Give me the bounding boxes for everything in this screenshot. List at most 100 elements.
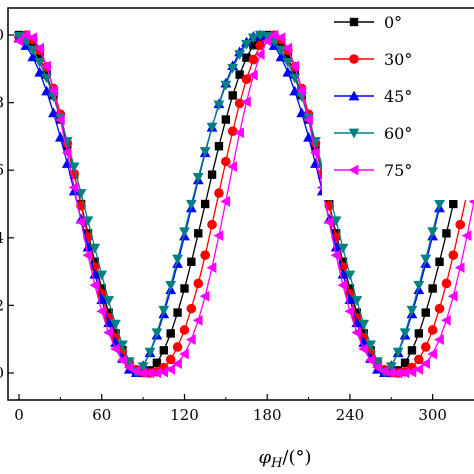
legend-marker (348, 90, 360, 101)
data-point (241, 39, 252, 50)
legend-label: 0° (384, 13, 402, 32)
data-point (151, 328, 163, 339)
data-point (282, 42, 293, 54)
data-point (235, 70, 244, 79)
data-point (261, 35, 272, 47)
legend-label: 60° (384, 124, 412, 143)
data-point (228, 91, 237, 100)
data-point (420, 342, 431, 352)
data-point (117, 354, 127, 366)
data-point (220, 196, 231, 207)
data-point (68, 162, 80, 173)
data-point (227, 63, 239, 74)
plot-frame (7, 7, 474, 401)
data-point (392, 347, 404, 358)
data-point (180, 284, 189, 293)
data-point (365, 354, 375, 366)
data-point (110, 319, 121, 330)
data-point (441, 314, 451, 326)
legend-marker (348, 128, 360, 139)
data-point (227, 126, 238, 137)
data-point (337, 243, 349, 254)
data-point (103, 327, 113, 338)
data-point (165, 354, 176, 365)
plot-border (7, 7, 474, 401)
data-point (165, 280, 177, 291)
data-point (104, 308, 113, 317)
data-point (461, 230, 472, 242)
data-point (454, 262, 465, 274)
data-point (227, 161, 238, 172)
data-point (159, 346, 168, 355)
data-point (185, 199, 197, 210)
data-point (378, 365, 389, 377)
data-point (200, 250, 210, 260)
data-point (221, 115, 231, 124)
data-point (34, 42, 45, 54)
data-point (165, 363, 176, 375)
data-point (385, 367, 396, 379)
data-point (351, 296, 363, 306)
data-point (351, 327, 362, 338)
data-point (41, 60, 51, 72)
data-point (254, 49, 265, 60)
data-point (192, 172, 204, 183)
data-point (323, 216, 334, 228)
data-point (13, 31, 25, 42)
data-point (442, 229, 451, 238)
data-point (372, 362, 382, 373)
x-tick-label: 240 (336, 406, 365, 424)
data-point (13, 35, 24, 47)
data-point (282, 57, 294, 68)
data-point (420, 254, 432, 265)
y-axis-ticks: 0.0 0.2 0.4 0.6 0.8 1.0 (0, 26, 14, 382)
legend-marker (349, 54, 359, 64)
data-point (276, 41, 286, 50)
data-point (172, 254, 183, 265)
data-point (358, 343, 369, 355)
data-point (192, 314, 203, 326)
legend-marker (348, 164, 359, 176)
series-4 (13, 29, 474, 379)
data-point (151, 367, 162, 379)
data-point (207, 219, 217, 230)
data-point (144, 367, 155, 379)
data-point (275, 32, 286, 44)
x-axis-ticks: 0 60 120 180 240 300 (14, 394, 447, 424)
data-point (193, 278, 204, 289)
data-point (117, 340, 128, 351)
data-point (206, 262, 217, 274)
data-point (130, 365, 141, 377)
data-point (200, 199, 210, 209)
legend-background (322, 10, 474, 200)
data-point (199, 290, 210, 302)
data-point (234, 98, 245, 109)
data-point (385, 362, 397, 373)
data-point (90, 257, 100, 266)
data-point (103, 296, 115, 306)
data-point (152, 358, 162, 367)
legend-label: 30° (384, 50, 412, 69)
data-point (407, 346, 417, 355)
data-point (338, 257, 348, 266)
data-point (399, 328, 411, 339)
x-tick-label: 60 (92, 406, 111, 424)
data-point (82, 241, 94, 252)
data-point (399, 367, 410, 379)
data-point (310, 147, 320, 159)
data-point (241, 96, 251, 108)
data-point (248, 69, 258, 81)
data-point (434, 334, 444, 346)
data-point (137, 367, 148, 379)
x-tick-label: 300 (418, 406, 447, 424)
data-point (214, 188, 224, 198)
data-point (158, 305, 170, 316)
x-axis-label: φH/(°) (258, 447, 311, 471)
data-point (241, 74, 252, 84)
data-point (220, 80, 232, 91)
y-tick-label: 0.8 (0, 94, 4, 112)
data-point (248, 54, 259, 65)
y-tick-label: 0.6 (0, 161, 4, 179)
data-point (96, 270, 108, 281)
data-point (428, 284, 437, 293)
